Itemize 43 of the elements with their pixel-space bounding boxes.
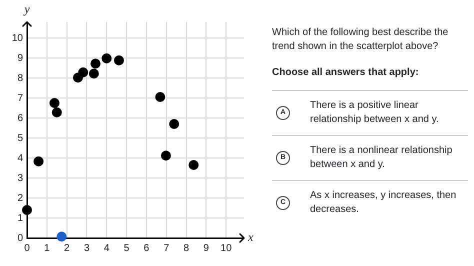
point: [34, 156, 44, 166]
y-tick-label: 3: [17, 172, 24, 184]
point: [56, 232, 67, 242]
point: [22, 205, 32, 215]
y-tick-label: 6: [17, 112, 24, 124]
point: [114, 55, 124, 66]
y-axis-title: y: [23, 2, 30, 16]
x-tick-label: 5: [124, 242, 130, 254]
point: [160, 150, 171, 161]
point: [188, 160, 199, 170]
y-tick-label: 10: [12, 32, 24, 44]
point: [49, 98, 60, 108]
x-tick-label: 10: [220, 242, 232, 254]
point: [88, 68, 99, 79]
text: As x increases, y increases, then decreases.: [310, 189, 458, 217]
x-tick-label: 0: [24, 242, 30, 254]
text: There is a nonlinear relationship between x and y.: [310, 144, 454, 172]
point: [90, 58, 100, 69]
x-axis-title: x: [247, 230, 254, 244]
point: [78, 67, 88, 78]
y-tick-label: 0: [17, 232, 24, 244]
x-tick-label: 7: [164, 242, 170, 254]
y-tick-label: 9: [17, 52, 24, 64]
x-tick-label: 6: [144, 242, 150, 254]
y-tick-label: 8: [17, 72, 24, 84]
x-tick-label: 4: [104, 242, 110, 254]
x-tick-label: 1: [44, 242, 50, 254]
point: [155, 92, 166, 102]
point: [169, 119, 180, 129]
y-tick-label: 1: [17, 212, 24, 224]
text: There is a positive linear relationship between x and y.: [310, 99, 440, 127]
point: [52, 107, 62, 118]
x-tick-label: 2: [64, 242, 70, 254]
text: Which of the following best describe the trend shown in the scatterplot above?: [272, 26, 450, 54]
text: Choose all answers that apply:: [272, 66, 468, 91]
x-tick-label: 9: [203, 242, 210, 254]
y-tick-label: 7: [17, 92, 24, 104]
x-tick-label: 8: [183, 242, 190, 254]
y-tick-label: 4: [17, 152, 24, 164]
y-tick-label: 5: [17, 132, 24, 144]
point: [102, 53, 112, 64]
x-tick-label: 3: [84, 242, 90, 254]
y-tick-label: 2: [17, 192, 24, 204]
